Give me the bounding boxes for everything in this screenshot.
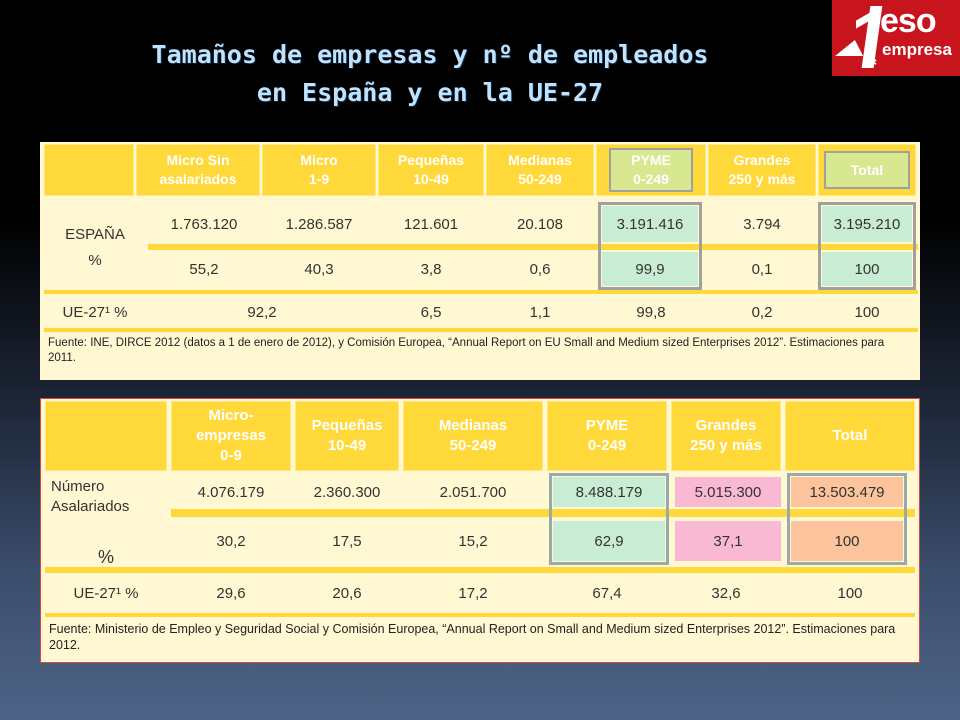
header-pyme-wrap: PYME 0-249 (596, 144, 706, 196)
espana-pct-total: 100 (822, 252, 912, 286)
espana-grandes: 3.794 (743, 215, 781, 233)
espana-pequenas: 121.601 (403, 215, 459, 233)
header-medianas: Medianas 50-249 (486, 144, 594, 196)
espana-pct-micro: 40,3 (304, 260, 334, 278)
espana-pct-medianas: 0,6 (529, 260, 551, 278)
total-highlight-box (787, 473, 907, 565)
header-micro: Micro 1-9 (262, 144, 376, 196)
header-total-wrap: Total (818, 144, 916, 196)
row-label-pct: % (97, 546, 114, 567)
header-grandes: Grandes 250 y más (671, 401, 781, 471)
header-pequenas: Pequeñas 10-49 (378, 144, 484, 196)
table-empresas: Micro Sin asalariados Micro 1-9 Pequeñas… (40, 142, 920, 380)
espana-pct-micro-sin: 55,2 (189, 260, 219, 278)
header-pyme: PYME 0-249 (609, 148, 693, 192)
espana-total: 3.195.210 (822, 206, 912, 242)
espana-medianas: 20.108 (517, 215, 563, 233)
title-line-2: en España y en la UE-27 (256, 78, 604, 107)
header-grandes: Grandes 250 y más (708, 144, 816, 196)
espana-micro-sin: 1.763.120 (170, 215, 238, 233)
asal-pct-total: 100 (791, 521, 903, 561)
espana-pct-pequenas: 3,8 (420, 260, 442, 278)
espana-pct-grandes: 0,1 (751, 260, 773, 278)
ue-pyme: 67,4 (592, 584, 622, 602)
row-label-asalariados: Número Asalariados (51, 478, 130, 515)
row-divider (148, 244, 918, 250)
header-total: Total (785, 401, 915, 471)
ue-medianas: 17,2 (458, 584, 488, 602)
row-divider (44, 290, 918, 294)
source-note: Fuente: Ministerio de Empleo y Seguridad… (49, 622, 896, 652)
asal-medianas: 2.051.700 (439, 483, 507, 501)
asal-grandes: 5.015.300 (675, 477, 781, 507)
logo-text-empresa: empresa (882, 40, 952, 59)
row-label-ue: UE-27¹ % (73, 584, 139, 602)
header-microempresas: Micro- empresas 0-9 (171, 401, 291, 471)
ue-grandes: 32,6 (711, 584, 741, 602)
header-pyme: PYME 0-249 (547, 401, 667, 471)
header-pequenas: Pequeñas 10-49 (295, 401, 399, 471)
asal-total: 13.503.479 (791, 477, 903, 507)
row-label-espana: ESPAÑA % (65, 226, 125, 269)
total-highlight-box (818, 202, 916, 290)
table-asalariados: Micro- empresas 0-9 Pequeñas 10-49 Media… (40, 398, 920, 663)
asal-pequenas: 2.360.300 (313, 483, 381, 501)
logo-roof-icon (835, 40, 869, 56)
asal-pct-pequenas: 17,5 (332, 532, 362, 550)
ue-micro: 92,2 (247, 303, 277, 321)
ue-total: 100 (854, 303, 880, 321)
header-empty (45, 401, 167, 471)
row-divider (45, 613, 915, 617)
slide-title: Tamaños de empresas y nº de empleados en… (60, 36, 800, 112)
asal-pct-grandes: 37,1 (675, 521, 781, 561)
source-note: Fuente: INE, DIRCE 2012 (datos a 1 de en… (48, 337, 885, 364)
ue-pequenas: 6,5 (420, 303, 442, 321)
header-medianas: Medianas 50-249 (403, 401, 543, 471)
row-label-ue: UE-27¹ % (62, 303, 128, 321)
asal-pct-medianas: 15,2 (458, 532, 488, 550)
header-total: Total (824, 151, 910, 189)
ue-grandes: 0,2 (751, 303, 773, 321)
espana-pct-pyme: 99,9 (602, 252, 698, 286)
asal-pyme: 8.488.179 (553, 477, 665, 507)
header-micro-sin: Micro Sin asalariados (136, 144, 260, 196)
title-line-1: Tamaños de empresas y nº de empleados (151, 40, 709, 69)
ue-pyme: 99,8 (636, 303, 666, 321)
logo-star-icon: ✱ (868, 56, 878, 69)
row-divider (44, 328, 918, 332)
asal-pct-pyme: 62,9 (553, 521, 665, 561)
eso-empresa-logo: eso empresa ✱ (832, 0, 960, 76)
asal-pct-micro: 30,2 (216, 532, 246, 550)
ue-micro: 29,6 (216, 584, 246, 602)
pyme-highlight-box (549, 473, 669, 565)
ue-medianas: 1,1 (529, 303, 551, 321)
row-divider (171, 509, 915, 517)
logo-text-eso: eso (880, 2, 937, 40)
ue-pequenas: 20,6 (332, 584, 362, 602)
header-empty (44, 144, 134, 196)
espana-micro: 1.286.587 (285, 215, 353, 233)
row-divider (45, 567, 915, 573)
asal-micro: 4.076.179 (197, 483, 265, 501)
ue-total: 100 (837, 584, 863, 602)
pyme-highlight-box (598, 202, 702, 290)
espana-pyme: 3.191.416 (602, 206, 698, 242)
